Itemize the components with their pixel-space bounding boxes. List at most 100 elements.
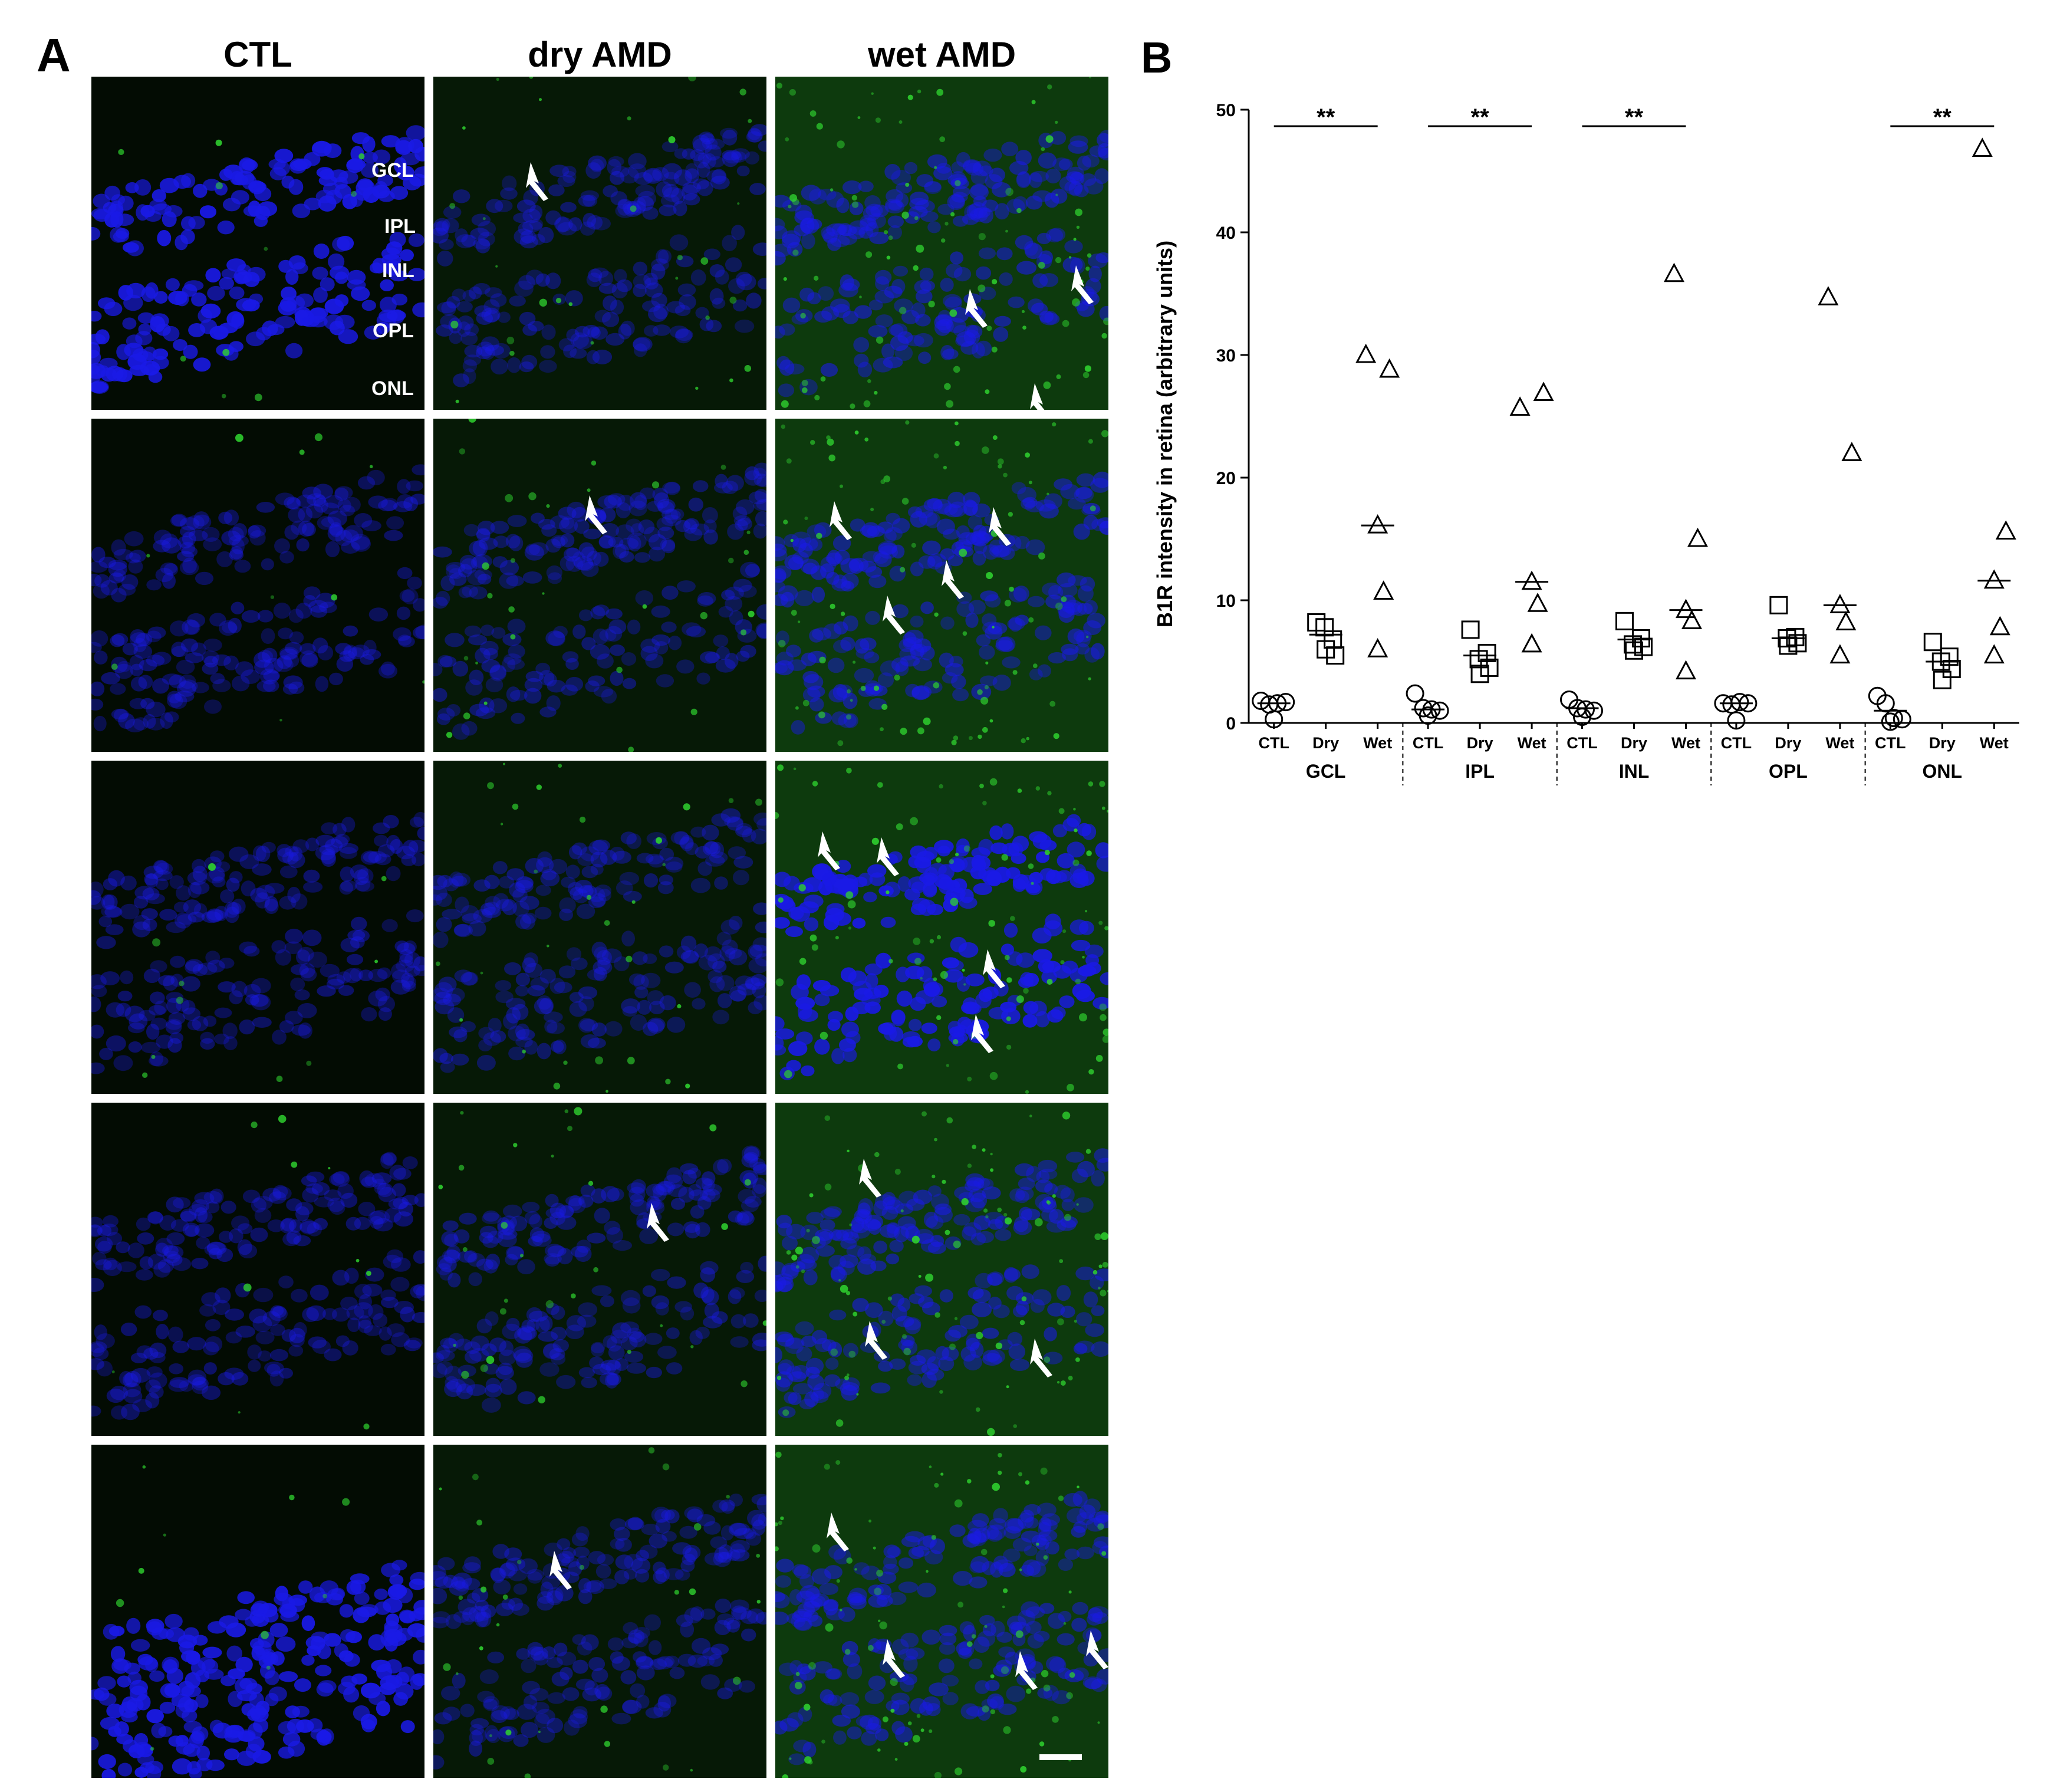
- nucleus: [1018, 1610, 1036, 1626]
- arrow-icon: [830, 501, 852, 540]
- nucleus: [527, 1642, 544, 1656]
- nucleus: [592, 839, 610, 851]
- nucleus: [302, 1188, 319, 1203]
- stain-speckle: [847, 900, 856, 909]
- nuclei-layer: [433, 462, 766, 740]
- nucleus: [721, 1501, 735, 1514]
- nucleus: [820, 1219, 835, 1231]
- nucleus: [722, 939, 738, 955]
- nucleus: [292, 839, 310, 853]
- nucleus: [682, 950, 699, 964]
- nucleus: [889, 1358, 906, 1370]
- nucleus: [919, 511, 938, 526]
- stain-speckle: [795, 1247, 803, 1255]
- stain-speckle: [1101, 1551, 1107, 1556]
- nucleus: [523, 190, 538, 206]
- nucleus: [490, 1567, 506, 1581]
- nucleus: [737, 518, 753, 531]
- nucleus: [462, 1607, 479, 1622]
- nucleus: [309, 1586, 325, 1603]
- nucleus: [752, 1520, 766, 1536]
- nucleus: [873, 550, 889, 564]
- nucleus: [442, 909, 462, 920]
- nucleus: [268, 1686, 287, 1702]
- nucleus: [185, 652, 204, 663]
- nucleus: [775, 917, 790, 929]
- nucleus: [989, 167, 1005, 182]
- nucleus: [164, 1613, 183, 1629]
- nucleus: [255, 1330, 275, 1344]
- nucleus: [621, 998, 640, 1014]
- nucleus: [199, 1304, 216, 1317]
- nucleus: [646, 1183, 664, 1198]
- nucleus: [555, 216, 570, 233]
- stain-speckle: [795, 1265, 799, 1269]
- nucleus: [436, 1255, 453, 1270]
- nucleus: [978, 247, 996, 259]
- nucleus: [412, 302, 424, 318]
- stain-speckle: [911, 1235, 920, 1244]
- nucleus: [452, 1672, 466, 1689]
- stain-speckle: [950, 212, 955, 216]
- nucleus: [723, 151, 743, 164]
- stain-speckle: [690, 708, 697, 715]
- nucleus: [637, 999, 652, 1015]
- nucleus: [91, 1024, 104, 1039]
- nucleus: [587, 1037, 606, 1049]
- nucleus: [437, 250, 453, 267]
- nucleus: [360, 654, 374, 665]
- stain-speckle: [820, 376, 826, 382]
- nucleus: [861, 1731, 877, 1746]
- nucleus: [979, 165, 993, 177]
- stain-speckle: [534, 869, 538, 874]
- stain-speckle: [781, 424, 785, 429]
- nucleus: [568, 1713, 588, 1728]
- nucleus: [501, 1598, 515, 1610]
- nucleus: [700, 1674, 720, 1690]
- stain-speckle: [882, 1716, 888, 1722]
- nucleus: [1088, 253, 1108, 268]
- nucleus: [433, 221, 449, 236]
- nucleus: [353, 1705, 370, 1721]
- nucleus: [608, 619, 627, 634]
- nucleus: [758, 140, 766, 152]
- nucleus: [874, 269, 892, 285]
- nucleus: [94, 1237, 113, 1252]
- nucleus: [508, 1025, 526, 1041]
- nucleus: [150, 960, 167, 973]
- nucleus: [735, 1212, 750, 1226]
- nucleus: [110, 634, 125, 647]
- nucleus: [992, 545, 1011, 557]
- nucleus: [487, 1231, 503, 1244]
- nucleus: [529, 205, 543, 220]
- nucleus: [292, 262, 308, 274]
- nucleus: [169, 1032, 184, 1044]
- nucleus: [737, 1210, 753, 1224]
- nucleus: [895, 1726, 913, 1743]
- nucleus: [505, 998, 526, 1010]
- nucleus: [277, 844, 292, 857]
- nucleus: [529, 1310, 548, 1322]
- nucleus: [551, 1326, 567, 1341]
- nucleus: [1045, 168, 1061, 184]
- nucleus: [167, 693, 183, 708]
- nucleus: [436, 917, 452, 932]
- nucleus: [607, 159, 621, 176]
- nucleus: [891, 604, 909, 619]
- nucleus: [735, 975, 754, 990]
- nucleus: [901, 1340, 918, 1356]
- nucleus: [697, 162, 710, 178]
- nucleus: [944, 504, 963, 518]
- nucleus: [191, 642, 206, 656]
- nucleus: [703, 248, 720, 261]
- nucleus: [682, 622, 702, 636]
- nucleus: [196, 1237, 210, 1250]
- stain-speckle: [695, 386, 699, 390]
- stain-speckle: [489, 1734, 492, 1737]
- nucleus: [219, 1231, 233, 1243]
- nucleus: [1088, 265, 1102, 282]
- nucleus: [753, 462, 766, 476]
- nucleus: [853, 337, 870, 353]
- stain-speckle: [982, 801, 987, 805]
- nucleus: [940, 278, 954, 292]
